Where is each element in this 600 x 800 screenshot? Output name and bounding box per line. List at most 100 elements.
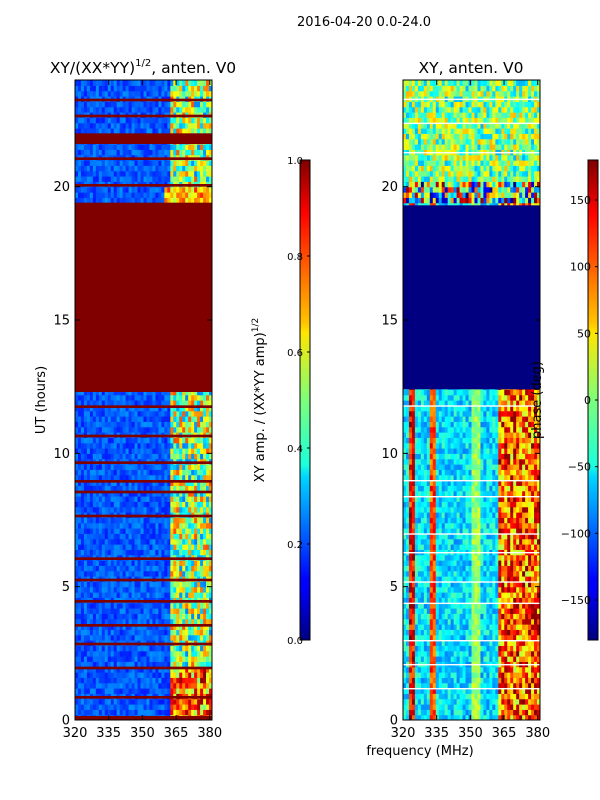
amplitude-cell [92,144,97,150]
amplitude-cell [134,608,139,614]
amplitude-cell [137,176,142,182]
amplitude-cell [83,688,88,694]
amplitude-cell [80,672,85,678]
amplitude-cell [107,533,112,540]
amplitude-cell [173,709,177,716]
amplitude-cell [164,426,168,433]
amplitude-cell [164,661,168,668]
amplitude-cell [158,613,162,620]
amplitude-cell [134,677,139,684]
amplitude-cell [173,400,177,406]
amplitude-cell [95,666,100,673]
amplitude-cell [113,490,118,497]
amplitude-cell [206,197,210,204]
amplitude-cell [179,176,183,182]
amplitude-cell [146,416,151,422]
amplitude-cell [125,538,130,545]
amplitude-cell [170,581,174,588]
amplitude-cell [107,186,112,193]
amplitude-cell [137,442,142,449]
amplitude-cell [182,442,186,449]
amplitude-cell [92,560,97,566]
amplitude-cell [116,709,121,716]
amplitude-cell [209,160,212,166]
amplitude-cell [155,485,159,492]
amplitude-cell [167,704,171,710]
amplitude-cell [188,501,192,508]
amplitude-cell [185,197,189,204]
amplitude-cell [119,416,124,422]
amplitude-cell [137,672,142,678]
amplitude-cell [143,405,148,412]
amplitude-cell [179,144,183,150]
amplitude-cell [113,698,118,705]
amplitude-cell [209,634,212,641]
amplitude-cell [140,416,145,422]
amplitude-cell [95,437,100,444]
amplitude-cell [131,490,136,497]
amplitude-cell [203,560,207,566]
amplitude-cell [101,410,106,417]
amplitude-cell [89,405,94,412]
amplitude-cell [209,709,212,716]
amplitude-cell [173,469,177,476]
amplitude-cell [194,618,198,625]
amplitude-cell [137,560,142,566]
amplitude-cell [131,704,136,710]
amplitude-cell [125,469,130,476]
amplitude-cell [83,650,88,657]
amplitude-cell [188,533,192,540]
amplitude-cell [155,421,159,428]
amplitude-cell [161,405,165,412]
amplitude-cell [209,618,212,625]
amplitude-cell [119,549,124,556]
amplitude-cell [134,538,139,545]
amplitude-cell [146,549,151,556]
amplitude-cell [104,709,109,716]
amplitude-cell [122,448,127,454]
amplitude-cell [101,149,106,156]
amplitude-cell [116,448,121,454]
amplitude-cell [89,608,94,614]
amplitude-cell [158,560,162,566]
amplitude-cell [131,400,136,406]
amplitude-cell [80,410,85,417]
amplitude-cell [170,165,174,172]
amplitude-cell [146,176,151,182]
amplitude-cell [128,469,133,476]
amplitude-cell [83,144,88,150]
amplitude-cell [182,618,186,625]
amplitude-cell [75,698,79,705]
amplitude-cell [188,442,192,449]
amplitude-cell [146,474,151,481]
amplitude-cell [134,570,139,577]
amplitude-cell [101,560,106,566]
amplitude-cell [194,389,198,396]
amplitude-cell [75,165,79,172]
amplitude-cell [152,197,157,204]
amplitude-cell [86,197,91,204]
amplitude-cell [98,389,103,396]
amplitude-cell [113,389,118,396]
amplitude-cell [128,533,133,540]
amplitude-cell [206,538,210,545]
amplitude-cell [197,464,201,470]
amplitude-cell [116,698,121,705]
amplitude-cell [191,480,195,486]
amplitude-cell [200,186,204,193]
amplitude-cell [173,581,177,588]
amplitude-cell [104,416,109,422]
amplitude-cell [206,624,210,630]
amplitude-cell [149,682,154,689]
amplitude-cell [116,608,121,614]
amplitude-cell [185,410,189,417]
amplitude-cell [146,629,151,636]
amplitude-cell [101,160,106,166]
amplitude-cell [176,624,180,630]
amplitude-cell [83,464,88,470]
amplitude-cell [80,197,85,204]
amplitude-cell [77,538,82,545]
amplitude-cell [152,677,157,684]
amplitude-cell [101,144,106,150]
amplitude-cell [164,544,168,550]
